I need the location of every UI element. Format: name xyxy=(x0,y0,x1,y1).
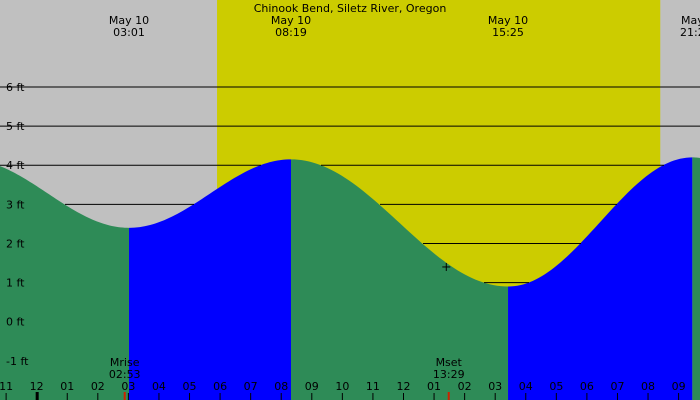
x-tick-label: 12 xyxy=(396,380,410,393)
x-tick-label: 05 xyxy=(183,380,197,393)
x-tick-label: 03 xyxy=(121,380,135,393)
x-tick-label: 06 xyxy=(580,380,594,393)
x-tick-label: 01 xyxy=(427,380,441,393)
tide-extreme-time: 15:25 xyxy=(492,26,524,39)
tide-extreme-time: 21:2 xyxy=(680,26,700,39)
x-tick-label: 07 xyxy=(610,380,624,393)
y-tick-label: 0 ft xyxy=(6,316,25,329)
y-tick-label: -1 ft xyxy=(6,355,29,368)
falling-tide-area xyxy=(291,159,509,400)
x-tick-label: 06 xyxy=(213,380,227,393)
midnight-marker xyxy=(35,392,39,400)
tide-extreme-time: 08:19 xyxy=(275,26,307,39)
moon-event-time: 02:53 xyxy=(109,368,141,381)
y-tick-label: 1 ft xyxy=(6,277,25,290)
x-tick-label: 02 xyxy=(91,380,105,393)
x-tick-label: 09 xyxy=(305,380,319,393)
x-tick-label: 08 xyxy=(641,380,655,393)
moon-event-marker xyxy=(123,392,126,400)
falling-tide-area xyxy=(0,166,129,400)
x-tick-label: 04 xyxy=(152,380,166,393)
tide-extreme-date: May 10 xyxy=(488,14,528,27)
falling-tide-area xyxy=(692,157,700,400)
x-tick-label: 10 xyxy=(335,380,349,393)
y-tick-label: 2 ft xyxy=(6,237,25,250)
x-tick-label: 11 xyxy=(366,380,380,393)
x-tick-label: 07 xyxy=(244,380,258,393)
tide-extreme-date: May 10 xyxy=(109,14,149,27)
x-tick-label: 12 xyxy=(30,380,44,393)
rising-tide-area xyxy=(508,157,693,400)
moon-event-label: Mset xyxy=(436,356,463,369)
moon-event-marker xyxy=(447,392,450,400)
moon-event-time: 13:29 xyxy=(433,368,465,381)
x-tick-label: 03 xyxy=(488,380,502,393)
x-tick-label: 08 xyxy=(274,380,288,393)
x-tick-label: 04 xyxy=(519,380,533,393)
y-tick-label: 3 ft xyxy=(6,198,25,211)
y-tick-label: 5 ft xyxy=(6,120,25,133)
moon-event-label: Mrise xyxy=(110,356,140,369)
x-tick-label: 01 xyxy=(60,380,74,393)
x-tick-label: 05 xyxy=(549,380,563,393)
chart-title: Chinook Bend, Siletz River, Oregon xyxy=(254,2,447,15)
y-tick-label: 4 ft xyxy=(6,159,25,172)
tide-extreme-date: May xyxy=(681,14,700,27)
x-tick-label: 11 xyxy=(0,380,13,393)
tide-extreme-time: 03:01 xyxy=(113,26,145,39)
tide-extreme-date: May 10 xyxy=(271,14,311,27)
rising-tide-area xyxy=(129,159,291,400)
x-tick-label: 02 xyxy=(458,380,472,393)
y-tick-label: 6 ft xyxy=(6,81,25,94)
x-tick-label: 09 xyxy=(672,380,686,393)
